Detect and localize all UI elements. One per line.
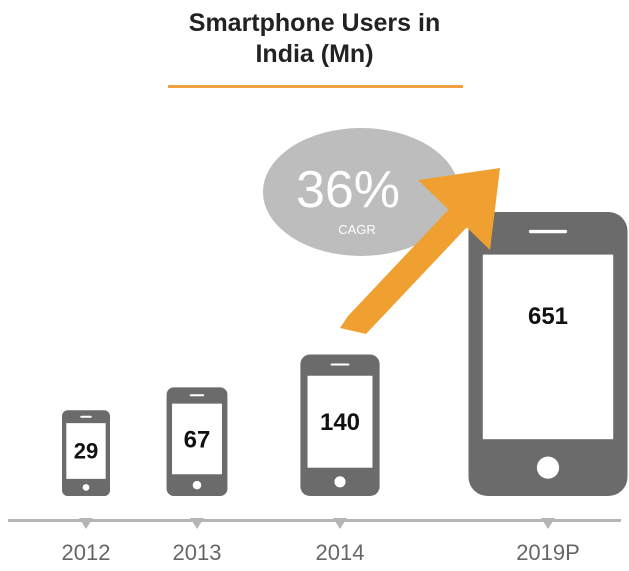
x-tick-label: 2014	[316, 540, 365, 565]
x-axis-line	[8, 519, 621, 522]
phone-speaker	[189, 394, 205, 397]
phone-home-button	[82, 484, 90, 491]
phone-screen	[482, 254, 614, 440]
phone-screen	[307, 375, 373, 468]
phone-speaker	[330, 363, 350, 366]
cagr-bubble	[263, 128, 459, 256]
phone-home-button	[334, 476, 346, 488]
phone-screen	[66, 423, 106, 479]
growth-arrow-head	[418, 168, 500, 250]
phone-speaker	[80, 415, 92, 418]
chart-title-line-2: India (Mn)	[255, 40, 374, 68]
growth-arrow-shaft	[340, 208, 468, 334]
phone-value-label: 651	[528, 303, 568, 330]
growth-arrow	[340, 168, 500, 334]
cagr-label: CAGR	[338, 222, 376, 237]
phone-home-button	[536, 456, 560, 479]
phone-speaker	[528, 229, 568, 234]
phone-value-label: 67	[184, 426, 211, 453]
cagr-value: 36%	[296, 161, 400, 219]
phone-screen	[172, 403, 222, 475]
x-tick-label: 2013	[173, 540, 222, 565]
phone-value-label: 140	[320, 409, 360, 436]
phone-value-label: 29	[74, 439, 98, 464]
chart-title-line-1: Smartphone Users in	[188, 9, 441, 37]
x-tick-label: 2019P	[516, 540, 580, 565]
title-underline	[168, 85, 463, 88]
chart-title: Smartphone Users in India (Mn)	[0, 8, 629, 70]
phone-home-button	[192, 480, 202, 490]
x-tick-label: 2012	[62, 540, 111, 565]
